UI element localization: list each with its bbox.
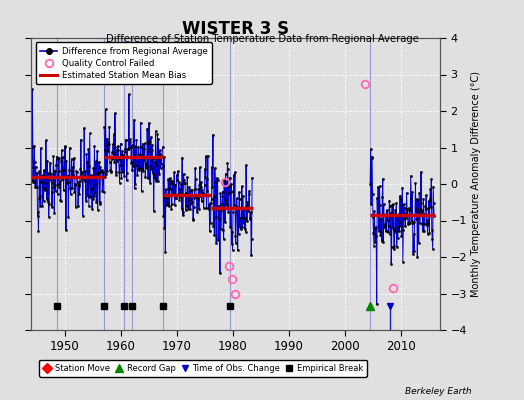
Title: WISTER 3 S: WISTER 3 S xyxy=(182,20,289,38)
Text: Berkeley Earth: Berkeley Earth xyxy=(405,387,472,396)
Text: Difference of Station Temperature Data from Regional Average: Difference of Station Temperature Data f… xyxy=(105,34,419,44)
Y-axis label: Monthly Temperature Anomaly Difference (°C): Monthly Temperature Anomaly Difference (… xyxy=(471,71,481,297)
Legend: Station Move, Record Gap, Time of Obs. Change, Empirical Break: Station Move, Record Gap, Time of Obs. C… xyxy=(39,360,367,377)
